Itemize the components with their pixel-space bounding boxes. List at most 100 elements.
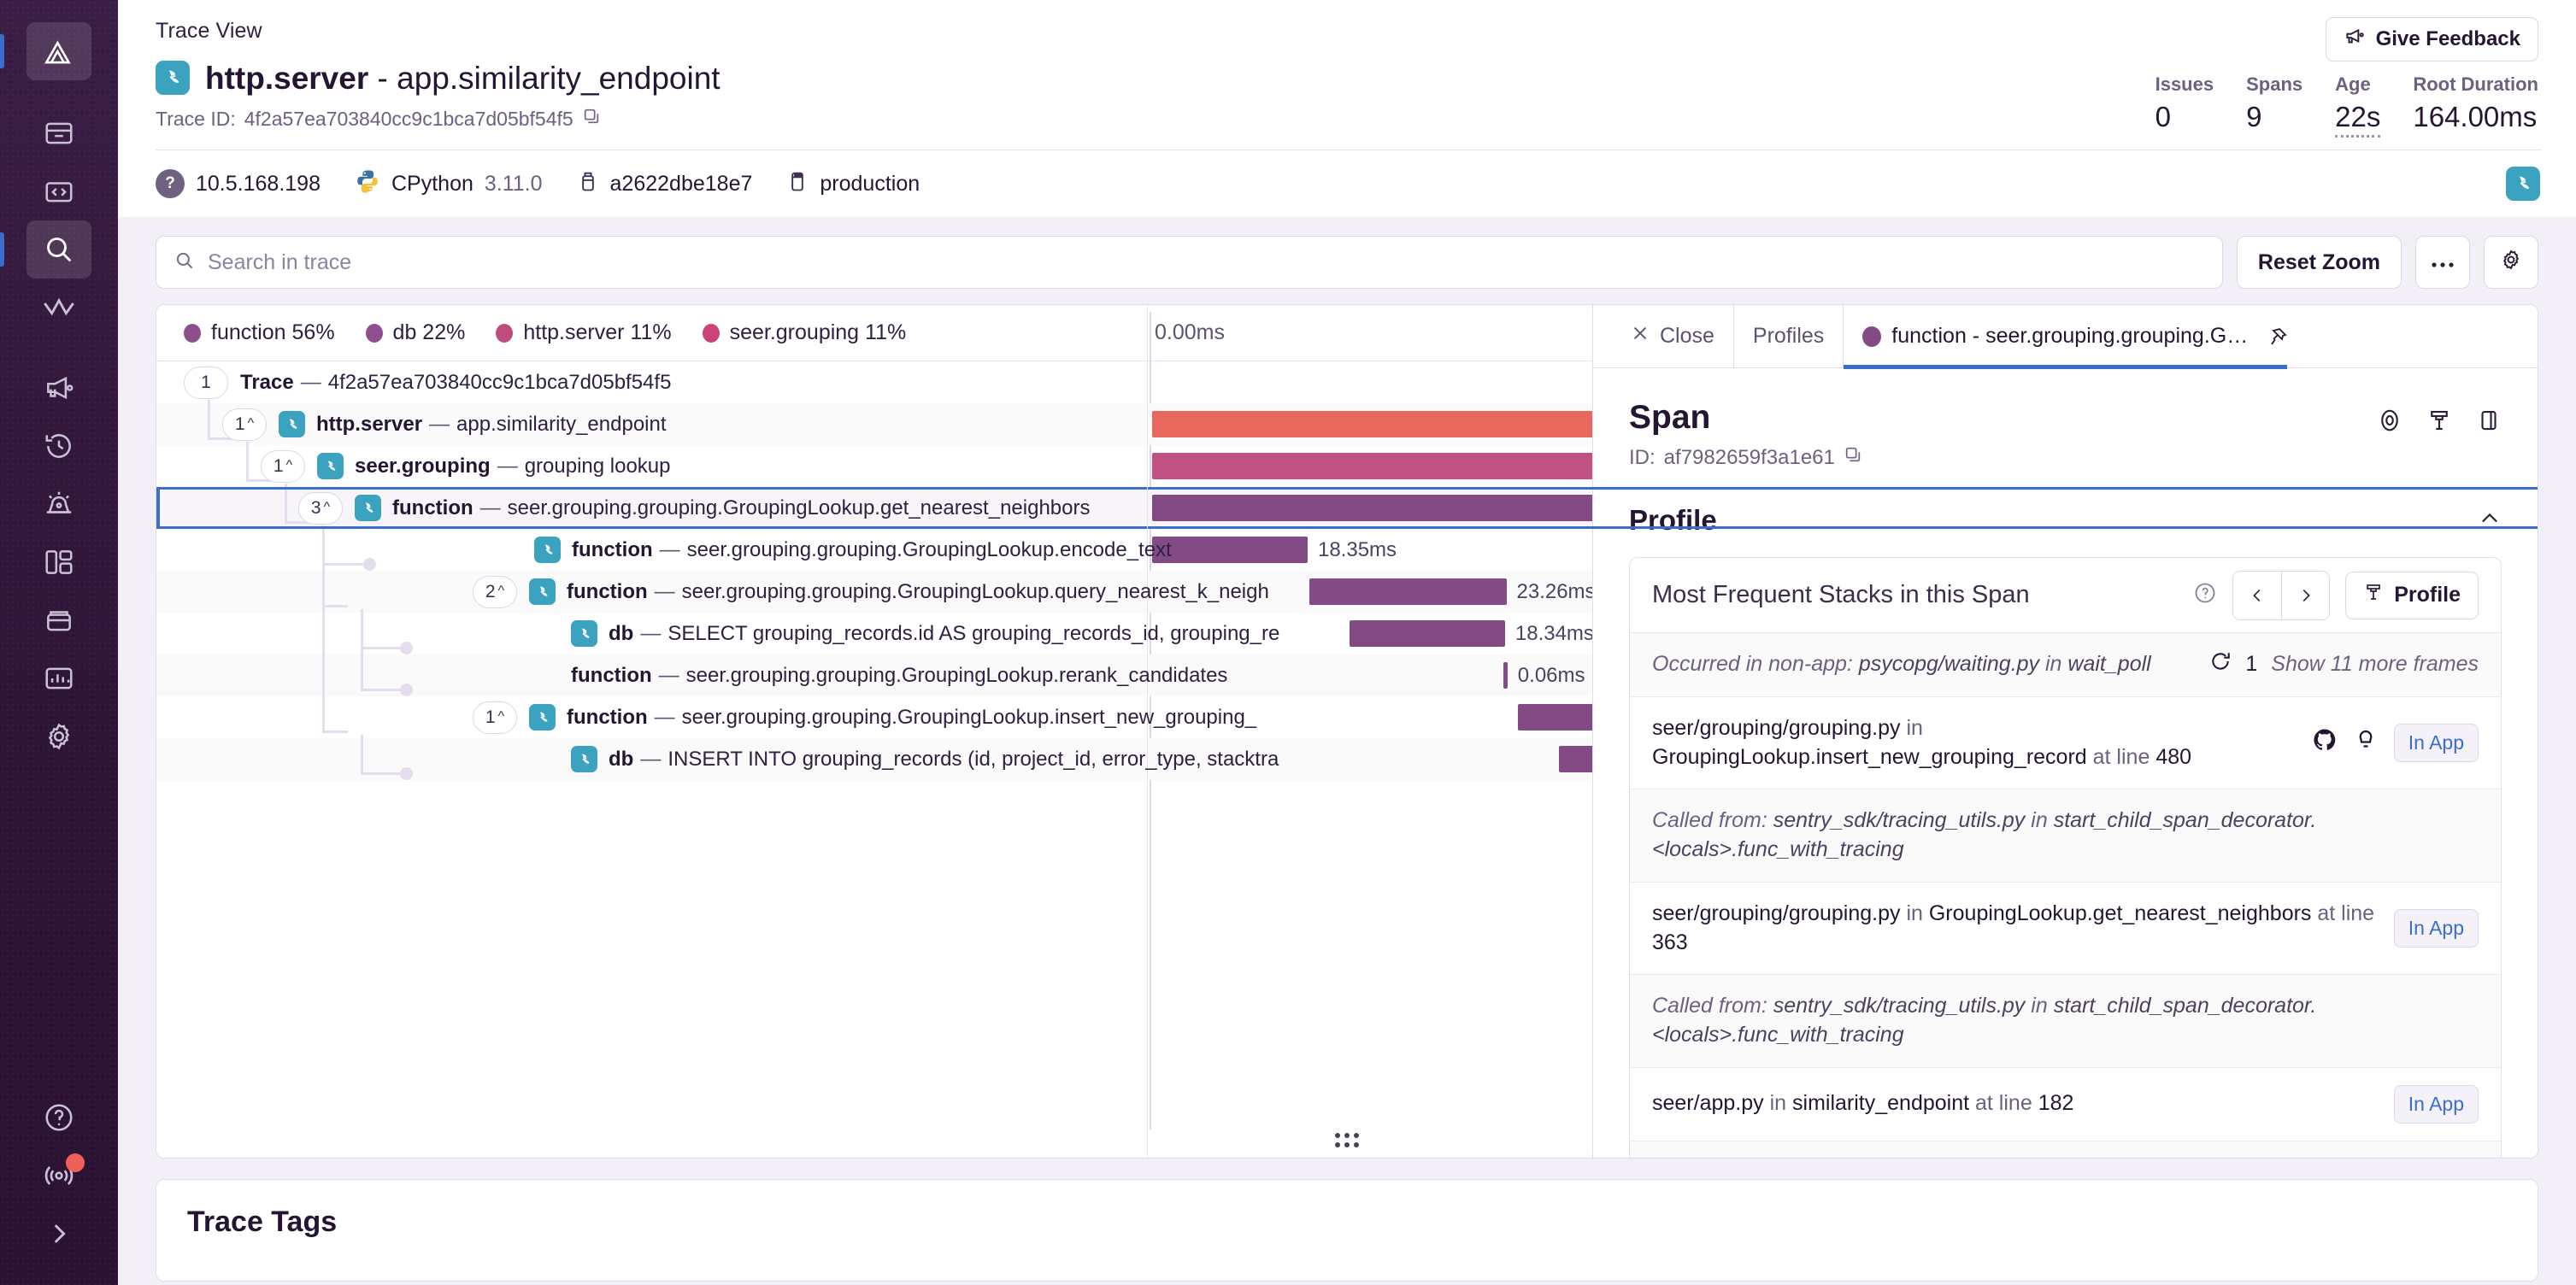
meta-runtime-name: CPython [391, 171, 473, 196]
sidebar-item-replays[interactable] [26, 417, 91, 475]
child-count-chip[interactable]: 1 ^ [222, 408, 267, 441]
next-stack-button[interactable] [2281, 571, 2330, 619]
dashboards-icon [43, 546, 75, 578]
stack-frame-row[interactable]: seer/grouping/grouping.py in GroupingLoo… [1630, 697, 2501, 790]
copy-icon[interactable] [1844, 445, 1862, 470]
tab-span-function[interactable]: function - seer.grouping.grouping.G… [1843, 305, 2316, 369]
trace-settings-button[interactable] [2484, 236, 2538, 289]
sidebar-item-alerts[interactable] [26, 475, 91, 533]
close-drawer-button[interactable]: Close [1612, 305, 1733, 368]
tab-profiles[interactable]: Profiles [1732, 305, 1843, 368]
sidebar-item-feedback[interactable] [26, 359, 91, 417]
stack-frame-row[interactable]: seer/json_api.py in json_api.<locals>.de… [1630, 1141, 2501, 1158]
give-feedback-label: Give Feedback [2375, 27, 2520, 50]
panel-resize-handle[interactable] [156, 1122, 2538, 1158]
more-options-button[interactable] [2415, 236, 2470, 289]
span-row-encode-text[interactable]: function — seer.grouping.grouping.Groupi… [156, 529, 1172, 571]
target-icon[interactable] [2377, 408, 2403, 437]
span-row-rerank-candidates[interactable]: function — seer.grouping.grouping.Groupi… [156, 654, 1227, 696]
layout-panel-icon[interactable] [2476, 408, 2502, 437]
github-icon[interactable] [2312, 727, 2338, 759]
span-row-db-select[interactable]: db — SELECT grouping_records.id AS group… [156, 613, 1279, 654]
give-feedback-button[interactable]: Give Feedback [2325, 17, 2538, 62]
legend-item[interactable]: http.server 11% [496, 320, 672, 345]
row-op: http.server [316, 412, 423, 436]
span-row-insert-new-grouping-record[interactable]: 1 ^ function — seer.grouping.grouping.Gro… [156, 696, 1256, 738]
stat-label: Spans [2246, 73, 2303, 95]
span-row-trace[interactable]: 1 Trace — 4f2a57ea703840cc9c1bca7d05bf54… [156, 361, 1147, 403]
child-count-chip[interactable]: 1 ^ [473, 701, 517, 734]
question-circle-icon[interactable] [2193, 581, 2217, 609]
legend-item[interactable]: db 22% [365, 320, 465, 345]
row-description: 4f2a57ea703840cc9c1bca7d05bf54f5 [327, 370, 672, 394]
child-count-chip[interactable]: 2 ^ [473, 575, 517, 608]
legend-item[interactable]: seer.grouping 11% [702, 320, 907, 345]
row-description: seer.grouping.grouping.GroupingLookup.qu… [681, 579, 1269, 603]
child-count-chip[interactable]: 1 ^ [261, 449, 305, 483]
stat-value[interactable]: 22s [2335, 101, 2381, 138]
sidebar-item-settings[interactable] [26, 707, 91, 766]
row-dash: — [658, 663, 679, 687]
sidebar-item-insights[interactable] [26, 279, 91, 337]
child-count-chip[interactable]: 1 [184, 366, 228, 399]
chevron-up-icon[interactable] [2478, 507, 2502, 535]
sidebar-item-search[interactable] [0, 220, 91, 279]
pin-icon[interactable] [2258, 317, 2297, 356]
bar-row-encode-text[interactable]: 18.35ms [1148, 529, 2538, 571]
bar-row-db-select[interactable]: 18.34ms [1148, 613, 2538, 654]
occurrence-in: in [2045, 652, 2062, 676]
span-row-http-server[interactable]: 1 ^ http.server — app.similarity_endpoint [156, 403, 1147, 445]
span-row-query-nearest-k-neighbors[interactable]: 2 ^ function — seer.grouping.grouping.Gro… [156, 571, 1269, 613]
row-op: seer.grouping [355, 454, 491, 478]
sentry-seer-icon[interactable] [2353, 727, 2379, 759]
stat-spans: Spans 9 [2214, 73, 2303, 138]
called-from-row: Called from: sentry_sdk/tracing_utils.py… [1630, 975, 2501, 1068]
search-icon [42, 232, 76, 267]
open-profile-button[interactable]: Profile [2345, 571, 2479, 619]
search-input[interactable]: Search in trace [156, 236, 2223, 289]
stat-root-duration: Root Duration 164.00ms [2380, 73, 2538, 138]
sidebar-expand-toggle[interactable] [26, 1205, 91, 1263]
occurrence-count: 1 [2245, 652, 2258, 677]
show-more-frames-link[interactable]: Show 11 more frames [2271, 652, 2479, 677]
occurrence-meta: 1 Show 11 more frames [2209, 650, 2479, 678]
child-count-chip[interactable]: 3 ^ [298, 491, 343, 525]
meta-release-value: a2622dbe18e7 [609, 171, 753, 196]
profile-section-header[interactable]: Profile [1629, 504, 2502, 537]
profile-flame-icon[interactable] [2426, 408, 2452, 437]
sidebar-item-releases[interactable] [26, 591, 91, 649]
duration-bar[interactable]: 0.06ms [1503, 662, 1585, 689]
span-row-seer-grouping[interactable]: 1 ^ seer.grouping — grouping lookup [156, 445, 1147, 487]
frame-line: 182 [2038, 1091, 2074, 1116]
python-platform-icon [529, 578, 556, 605]
profile-section-title: Profile [1629, 504, 1717, 536]
sidebar-item-broadcasts[interactable] [26, 1147, 91, 1205]
reset-zoom-button[interactable]: Reset Zoom [2236, 236, 2402, 289]
search-icon [173, 249, 196, 276]
sidebar-item-issues[interactable] [26, 104, 91, 162]
duration-bar[interactable]: 23.26ms [1309, 578, 1596, 605]
chevron-up-icon: ^ [497, 583, 505, 598]
python-platform-icon [317, 453, 344, 479]
sidebar-item-stats[interactable] [26, 649, 91, 707]
stack-frame-row[interactable]: seer/app.py in similarity_endpoint at li… [1630, 1068, 2501, 1141]
span-row-db-insert[interactable]: db — INSERT INTO grouping_records (id, p… [156, 738, 1279, 780]
sidebar-item-explore-code[interactable] [26, 162, 91, 220]
broadcast-unread-badge [66, 1153, 85, 1172]
duration-bar[interactable]: 18.34ms [1349, 620, 1594, 647]
span-row-get-nearest-neighbors[interactable]: 3 ^ function — seer.grouping.grouping.Gro… [156, 487, 1147, 529]
sidebar-item-help[interactable] [26, 1088, 91, 1147]
sidebar-item-dashboards[interactable] [26, 533, 91, 591]
copy-icon[interactable] [582, 107, 601, 131]
python-platform-icon [529, 704, 556, 731]
stack-frame-row[interactable]: seer/grouping/grouping.py in GroupingLoo… [1630, 883, 2501, 976]
trace-stats: Issues 0 Spans 9 Age 22s Root Duration 1… [2123, 73, 2538, 138]
search-placeholder: Search in trace [208, 249, 352, 274]
legend-item[interactable]: function 56% [184, 320, 335, 345]
sidebar-item-sentry-logo[interactable] [0, 22, 91, 80]
duration-bar[interactable]: 18.35ms [1151, 537, 1397, 563]
previous-stack-button[interactable] [2233, 571, 2282, 619]
called-from-in: in [2031, 808, 2048, 833]
legend-label: seer.grouping 11% [729, 320, 907, 344]
python-platform-icon [571, 746, 597, 772]
